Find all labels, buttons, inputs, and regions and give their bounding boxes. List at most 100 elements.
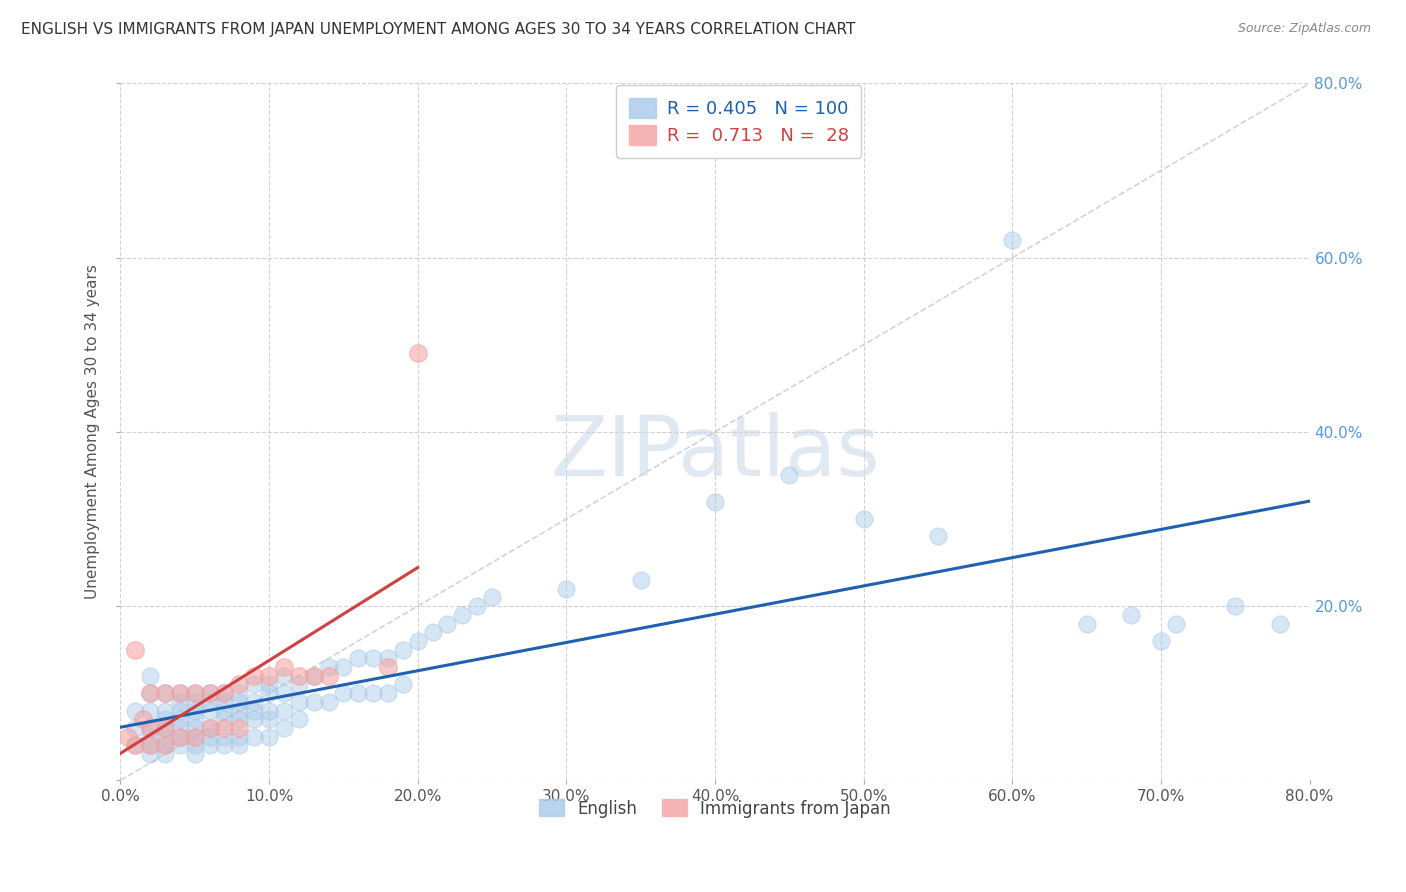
Point <box>273 686 295 700</box>
Point <box>124 704 146 718</box>
Point <box>214 721 236 735</box>
Point <box>257 704 280 718</box>
Point <box>124 739 146 753</box>
Point <box>124 721 146 735</box>
Point <box>451 607 474 622</box>
Point <box>139 721 162 735</box>
Point <box>139 730 162 744</box>
Point <box>332 686 354 700</box>
Point <box>377 651 399 665</box>
Point <box>273 660 295 674</box>
Point <box>184 730 207 744</box>
Point <box>132 712 155 726</box>
Point <box>228 721 250 735</box>
Point <box>184 686 207 700</box>
Point <box>288 677 311 691</box>
Point <box>406 346 429 360</box>
Point <box>198 686 221 700</box>
Point <box>1164 616 1187 631</box>
Point <box>169 695 191 709</box>
Point <box>184 721 207 735</box>
Point <box>169 712 191 726</box>
Point <box>318 695 340 709</box>
Point <box>214 695 236 709</box>
Point <box>273 721 295 735</box>
Point <box>139 739 162 753</box>
Point <box>198 704 221 718</box>
Point <box>243 730 266 744</box>
Point <box>257 677 280 691</box>
Point <box>318 669 340 683</box>
Point <box>124 739 146 753</box>
Point <box>318 660 340 674</box>
Text: ENGLISH VS IMMIGRANTS FROM JAPAN UNEMPLOYMENT AMONG AGES 30 TO 34 YEARS CORRELAT: ENGLISH VS IMMIGRANTS FROM JAPAN UNEMPLO… <box>21 22 855 37</box>
Point <box>630 573 652 587</box>
Point <box>169 704 191 718</box>
Point <box>139 704 162 718</box>
Point <box>169 721 191 735</box>
Point <box>198 721 221 735</box>
Point <box>302 669 325 683</box>
Point <box>288 669 311 683</box>
Point <box>406 634 429 648</box>
Point <box>214 686 236 700</box>
Point <box>169 730 191 744</box>
Point <box>184 686 207 700</box>
Point <box>153 739 176 753</box>
Point <box>228 739 250 753</box>
Point <box>257 686 280 700</box>
Point <box>288 712 311 726</box>
Point <box>332 660 354 674</box>
Point <box>228 677 250 691</box>
Point <box>117 730 139 744</box>
Point <box>198 695 221 709</box>
Point <box>257 669 280 683</box>
Point <box>184 695 207 709</box>
Point <box>139 686 162 700</box>
Point <box>169 730 191 744</box>
Point <box>377 686 399 700</box>
Point <box>243 669 266 683</box>
Point <box>184 739 207 753</box>
Point <box>302 669 325 683</box>
Point <box>214 739 236 753</box>
Point <box>257 712 280 726</box>
Point <box>139 721 162 735</box>
Point <box>228 730 250 744</box>
Point <box>214 686 236 700</box>
Point <box>377 660 399 674</box>
Point <box>124 642 146 657</box>
Point <box>392 677 415 691</box>
Point <box>169 686 191 700</box>
Point <box>852 512 875 526</box>
Point <box>1001 233 1024 247</box>
Point <box>347 686 370 700</box>
Point <box>139 669 162 683</box>
Point <box>153 721 176 735</box>
Point <box>361 651 384 665</box>
Point <box>481 591 503 605</box>
Point <box>214 730 236 744</box>
Point <box>257 730 280 744</box>
Point <box>927 529 949 543</box>
Point <box>184 747 207 761</box>
Point <box>1268 616 1291 631</box>
Point <box>198 686 221 700</box>
Point <box>198 739 221 753</box>
Point <box>184 730 207 744</box>
Point <box>465 599 488 613</box>
Point <box>347 651 370 665</box>
Point <box>198 730 221 744</box>
Point <box>1225 599 1247 613</box>
Text: ZIPatlas: ZIPatlas <box>550 412 880 493</box>
Point <box>243 712 266 726</box>
Point <box>243 677 266 691</box>
Point <box>302 695 325 709</box>
Point <box>704 494 727 508</box>
Point <box>139 686 162 700</box>
Point <box>169 686 191 700</box>
Point <box>228 695 250 709</box>
Point <box>288 695 311 709</box>
Point <box>153 730 176 744</box>
Point <box>214 712 236 726</box>
